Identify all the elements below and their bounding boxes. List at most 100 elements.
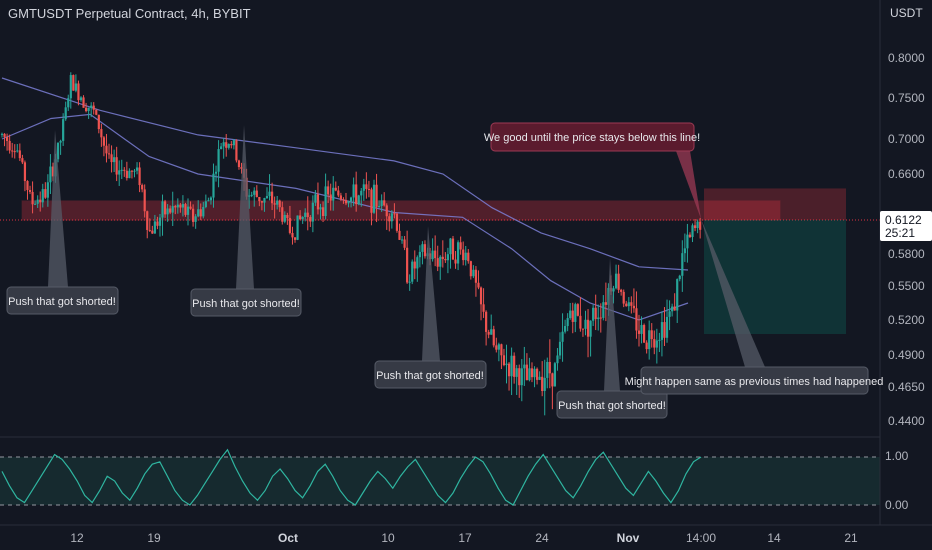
candle-body-68 — [174, 206, 177, 208]
candle-body-102 — [260, 201, 263, 203]
candle-body-39 — [100, 129, 103, 138]
candle-body-129 — [329, 194, 332, 201]
candle-body-211 — [538, 376, 541, 380]
candle-body-49 — [125, 170, 128, 179]
candle-body-258 — [658, 339, 661, 341]
projection-note-box — [640, 366, 869, 395]
candle-body-65 — [166, 208, 169, 215]
candle-body-69 — [176, 204, 179, 208]
candle-body-263 — [671, 306, 674, 312]
callout-push-1[interactable]: Push that got shorted! — [6, 286, 119, 315]
candle-body-268 — [683, 248, 686, 254]
resistance-zone — [21, 200, 781, 221]
candle-body-62 — [158, 217, 162, 226]
candle-body-19 — [49, 166, 52, 183]
candle-body-60 — [153, 221, 156, 234]
push-3-text: Push that got shorted! — [376, 370, 484, 382]
candle-body-77 — [197, 209, 200, 217]
candle-body-155 — [395, 213, 399, 231]
candle-body-93 — [237, 160, 241, 168]
candle-body-151 — [385, 205, 388, 217]
candle-body-223 — [569, 310, 572, 319]
candle-body-230 — [586, 319, 590, 337]
candle-body-212 — [541, 376, 544, 391]
candle-body-205 — [523, 364, 526, 369]
candle-body-51 — [130, 170, 134, 172]
candle-body-243 — [620, 289, 623, 292]
candle-body-111 — [283, 214, 286, 222]
candle-body-2 — [5, 136, 9, 141]
candle-body-262 — [668, 311, 671, 317]
candle-body-86 — [220, 146, 223, 150]
candle-body-110 — [281, 207, 284, 222]
candle-body-83 — [212, 173, 215, 198]
candle-body-260 — [663, 322, 666, 338]
osc-tick-0: 0.00 — [885, 498, 909, 512]
candle-body-177 — [451, 238, 455, 260]
candle-body-171 — [436, 258, 439, 267]
candle-body-138 — [352, 184, 355, 198]
candle-body-121 — [309, 217, 312, 222]
time-axis[interactable]: 12 19 Oct 10 17 24 Nov 14:00 14 21 — [0, 524, 932, 545]
candle-body-194 — [495, 345, 498, 350]
candle-body-98 — [250, 194, 253, 196]
candle-body-233 — [594, 307, 597, 320]
candle-body-79 — [202, 206, 205, 217]
candle-body-147 — [375, 184, 378, 207]
candle-body-181 — [462, 249, 465, 261]
candle-body-236 — [602, 302, 605, 318]
price-tag-bg — [880, 211, 932, 241]
candle-body-87 — [222, 142, 225, 147]
candle-body-142 — [362, 184, 365, 191]
candle-body-227 — [579, 315, 582, 329]
candle-body-274 — [699, 221, 702, 230]
candle-body-247 — [630, 302, 633, 306]
candle-body-123 — [314, 194, 317, 203]
candle-body-116 — [296, 215, 299, 240]
candle-body-35 — [90, 105, 93, 108]
candle-body-232 — [592, 307, 595, 321]
candle-body-216 — [551, 373, 554, 387]
price-tick-10: 0.8000 — [888, 51, 925, 65]
currency-label: USDT — [890, 6, 923, 20]
price-tick-0: 0.4400 — [888, 414, 925, 428]
candle-body-165 — [421, 244, 424, 252]
callout-push-3[interactable]: Push that got shorted! — [374, 360, 487, 389]
symbol-title[interactable]: GMTUSDT Perpetual Contract, 4h, BYBIT — [8, 6, 251, 21]
candle-body-170 — [434, 250, 437, 259]
candle-body-169 — [431, 250, 434, 260]
candle-body-184 — [469, 261, 472, 277]
candle-body-43 — [110, 154, 113, 163]
candle-body-101 — [258, 196, 261, 202]
candle-body-76 — [194, 216, 197, 222]
candle-body-105 — [268, 191, 271, 197]
callout-line-note[interactable]: We good until the price stays below this… — [484, 122, 700, 152]
candle-body-162 — [413, 261, 416, 269]
candle-body-34 — [87, 107, 90, 112]
candle-body-107 — [273, 203, 276, 205]
callout-push-2[interactable]: Push that got shorted! — [190, 288, 302, 317]
candle-body-0 — [0, 133, 4, 135]
oscillator-line — [1, 448, 702, 506]
candle-body-173 — [441, 256, 444, 260]
price-tick-4: 0.5500 — [888, 279, 925, 293]
candle-body-28 — [72, 75, 75, 91]
candle-body-8 — [21, 158, 24, 163]
callout-projection-note[interactable]: Might happen same as previous times had … — [625, 366, 884, 395]
candle-body-245 — [625, 303, 628, 307]
current-price-tag: 0.6122 25:21 — [880, 211, 932, 241]
candle-body-120 — [306, 212, 309, 218]
price-tag-countdown: 25:21 — [885, 226, 915, 240]
candle-body-246 — [627, 302, 630, 307]
candle-body-235 — [599, 317, 602, 319]
callout-push-4[interactable]: Push that got shorted! — [556, 390, 668, 419]
candle-body-231 — [589, 320, 592, 337]
candle-body-146 — [372, 184, 376, 213]
candle-body-56 — [143, 189, 146, 212]
candle-body-180 — [459, 242, 462, 250]
candle-body-186 — [474, 269, 478, 283]
candle-body-242 — [617, 273, 620, 290]
candle-body-202 — [515, 368, 518, 377]
candle-body-73 — [186, 206, 190, 215]
candle-body-30 — [77, 83, 80, 101]
